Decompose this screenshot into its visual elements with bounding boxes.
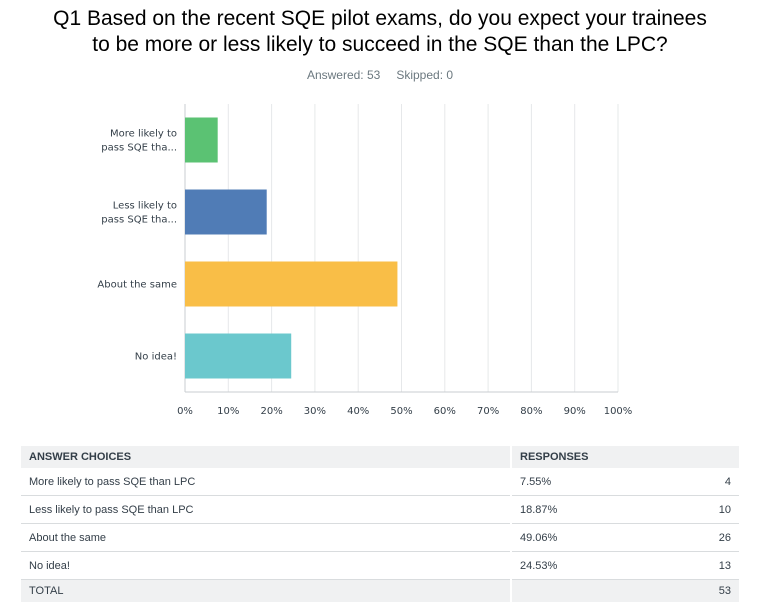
x-tick-label: 90% [564, 406, 586, 417]
question-title-line-1: Q1 Based on the recent SQE pilot exams, … [53, 7, 707, 30]
response-count: 4 [660, 468, 739, 496]
chart-grid [184, 104, 619, 393]
total-row: TOTAL 53 [21, 579, 739, 602]
responses-header: RESPONSES [510, 446, 739, 468]
x-tick-label: 50% [390, 406, 412, 417]
table-row: Less likely to pass SQE than LPC 18.87% … [21, 495, 739, 524]
total-label: TOTAL [21, 579, 511, 602]
bar-chart: More likely to pass SQE tha... Less likely… [97, 104, 632, 417]
category-label: No idea! [135, 352, 177, 363]
x-tick-label: 70% [477, 406, 499, 417]
answered-count: Answered: 53 [306, 68, 381, 82]
chart-bars [185, 117, 398, 379]
bar [185, 261, 398, 307]
question-title: Q1 Based on the recent SQE pilot exams, … [0, 6, 760, 58]
skipped-count: Skipped: 0 [396, 68, 454, 82]
response-count: 13 [660, 551, 739, 580]
x-tick-labels: 0% 10% 20% 30% 40% 50% 60% 70% 80% 90% 100% [177, 406, 632, 417]
x-tick-label: 100% [604, 406, 633, 417]
x-tick-label: 30% [304, 406, 326, 417]
response-percent: 49.06% [510, 523, 661, 552]
response-count: 26 [660, 523, 739, 552]
answer-table-header: ANSWER CHOICES RESPONSES [21, 446, 739, 468]
x-tick-label: 10% [217, 406, 239, 417]
bar [185, 333, 292, 379]
category-label: About the same [97, 280, 177, 291]
table-row: More likely to pass SQE than LPC 7.55% 4 [21, 468, 739, 496]
category-labels: More likely to pass SQE tha... Less likely… [97, 129, 177, 363]
category-label: More likely to [110, 129, 177, 140]
table-row: No idea! 24.53% 13 [21, 551, 739, 580]
response-percent: 18.87% [510, 495, 661, 524]
answer-table: ANSWER CHOICES RESPONSES More likely to … [21, 446, 739, 602]
x-tick-label: 40% [347, 406, 369, 417]
category-label: pass SQE tha... [101, 215, 177, 226]
category-label: Less likely to [113, 201, 177, 212]
answer-choice: About the same [21, 523, 511, 552]
category-label: pass SQE tha... [101, 143, 177, 154]
answer-choice: More likely to pass SQE than LPC [21, 468, 511, 496]
response-count: 10 [660, 495, 739, 524]
response-summary: Answered: 53 Skipped: 0 [0, 68, 760, 82]
x-tick-label: 80% [520, 406, 542, 417]
x-tick-label: 0% [177, 406, 193, 417]
x-tick-label: 20% [260, 406, 282, 417]
response-percent: 24.53% [510, 551, 661, 580]
table-row: About the same 49.06% 26 [21, 523, 739, 552]
x-tick-label: 60% [434, 406, 456, 417]
total-spacer [510, 579, 661, 602]
answer-choice: Less likely to pass SQE than LPC [21, 495, 511, 524]
bar [185, 117, 218, 163]
bar [185, 189, 267, 235]
answer-choices-header: ANSWER CHOICES [21, 446, 511, 468]
answer-choice: No idea! [21, 551, 511, 580]
total-count: 53 [660, 579, 739, 602]
response-percent: 7.55% [510, 468, 661, 496]
question-title-line-2: to be more or less likely to succeed in … [92, 33, 668, 56]
